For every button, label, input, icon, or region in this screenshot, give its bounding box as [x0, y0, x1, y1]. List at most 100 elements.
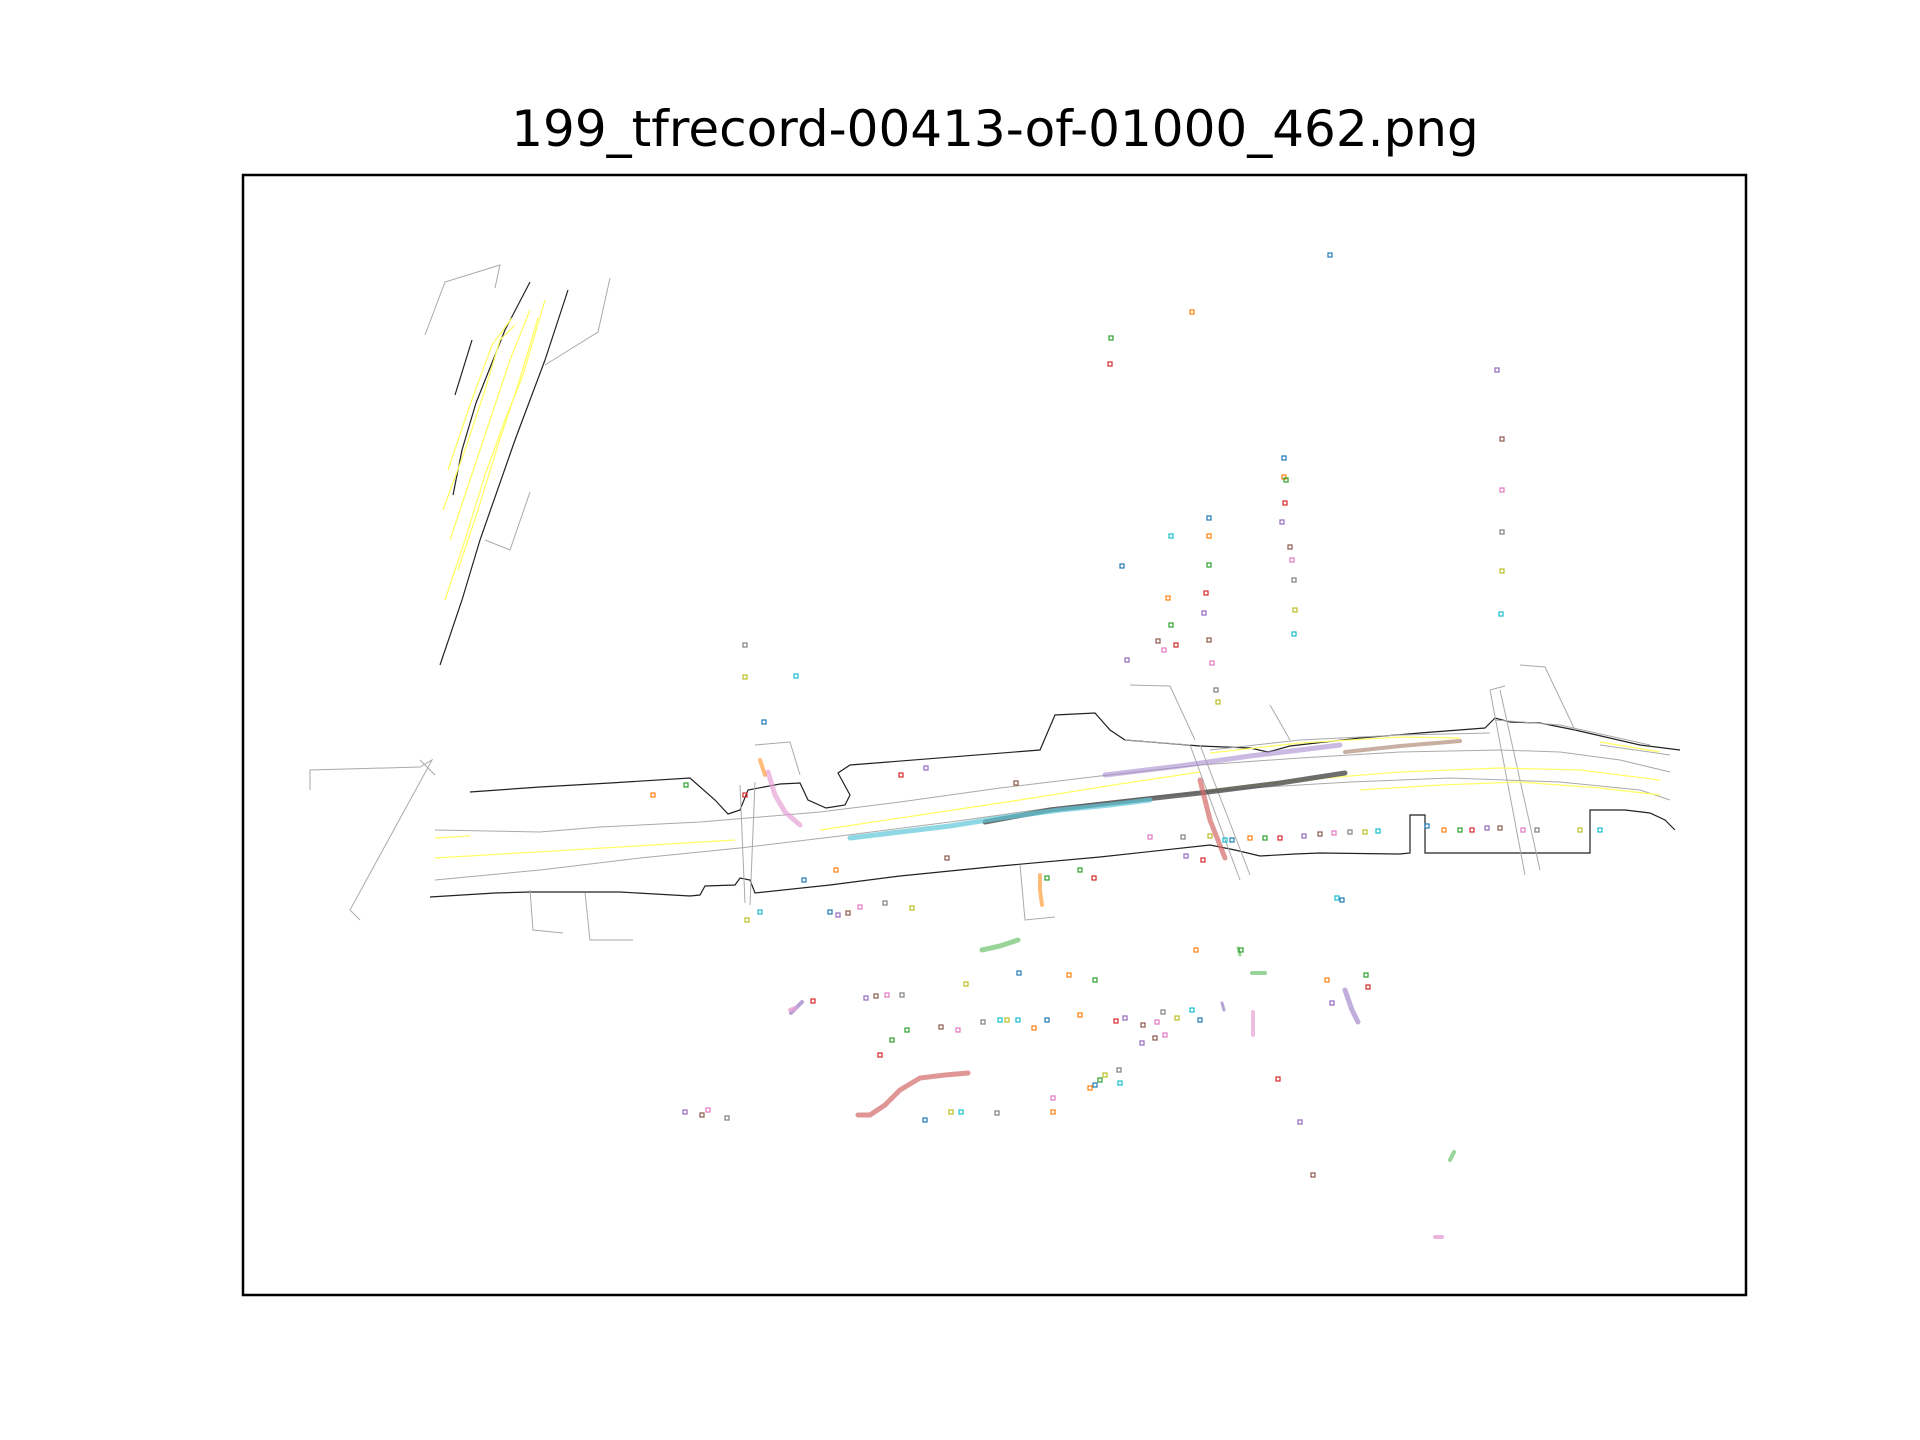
agent-point — [1520, 827, 1526, 833]
agent-point — [922, 1117, 928, 1123]
agent-point — [793, 673, 799, 679]
agent-point — [1197, 1017, 1203, 1023]
agent-point — [1229, 837, 1235, 843]
agent-point — [1004, 1017, 1010, 1023]
agent-point — [1161, 647, 1167, 653]
agent-point — [884, 992, 890, 998]
trajectories — [758, 739, 1462, 1239]
agent-point — [744, 917, 750, 923]
agent-point — [1102, 1072, 1108, 1078]
agent-point — [1499, 487, 1505, 493]
road-edges — [429, 281, 1681, 898]
agent-point — [742, 674, 748, 680]
agent-point — [705, 1107, 711, 1113]
agent-point — [1155, 638, 1161, 644]
trajectory-purple-diag — [1342, 987, 1361, 1025]
agent-point — [958, 1109, 964, 1115]
agent-point — [1494, 367, 1500, 373]
agent-point — [1107, 361, 1113, 367]
agent-point — [1339, 897, 1345, 903]
agent-point — [1331, 830, 1337, 836]
agent-point — [877, 1052, 883, 1058]
agent-point — [1066, 972, 1072, 978]
agent-point — [1193, 947, 1199, 953]
agent-point — [1365, 984, 1371, 990]
agent-point — [1206, 562, 1212, 568]
agent-point — [742, 792, 748, 798]
agent-point — [1108, 335, 1114, 341]
agent-point — [1215, 699, 1221, 705]
agent-point — [742, 642, 748, 648]
agent-point — [955, 1027, 961, 1033]
agent-point — [1329, 1000, 1335, 1006]
agent-point — [980, 1019, 986, 1025]
agent-point — [1117, 1080, 1123, 1086]
agent-point — [1124, 657, 1130, 663]
agent-point — [863, 995, 869, 1001]
agent-point — [1327, 252, 1333, 258]
agent-point — [1283, 477, 1289, 483]
agent-point — [1119, 563, 1125, 569]
agent-point — [1044, 1017, 1050, 1023]
agent-point — [1200, 857, 1206, 863]
trajectory-pink-small — [788, 1006, 797, 1012]
agent-point — [1363, 972, 1369, 978]
agent-point — [1165, 595, 1171, 601]
agent-point — [1291, 577, 1297, 583]
agent-point — [1201, 610, 1207, 616]
agent-point — [1152, 1035, 1158, 1041]
agent-point — [650, 792, 656, 798]
agent-point — [1484, 825, 1490, 831]
agent-point — [1162, 1032, 1168, 1038]
agent-point — [1097, 1077, 1103, 1083]
agent-point — [1317, 831, 1323, 837]
trajectory-brown — [1343, 739, 1462, 754]
agent-point — [1534, 827, 1540, 833]
trajectory-green — [979, 937, 1021, 953]
agent-point — [1207, 833, 1213, 839]
lane-lines-yellow — [434, 299, 1661, 859]
agent-point — [873, 993, 879, 999]
agent-point — [1469, 827, 1475, 833]
agent-point — [845, 910, 851, 916]
agent-point — [1499, 529, 1505, 535]
agent-point — [761, 719, 767, 725]
agent-point — [1498, 611, 1504, 617]
agent-point — [882, 900, 888, 906]
agent-point — [1297, 1119, 1303, 1125]
agent-point — [938, 1024, 944, 1030]
agent-point — [1213, 687, 1219, 693]
agent-point — [1016, 970, 1022, 976]
agent-point — [1206, 637, 1212, 643]
agent-point — [801, 877, 807, 883]
agent-point — [1013, 780, 1019, 786]
agent-point — [1277, 835, 1283, 841]
agent-point — [1087, 1085, 1093, 1091]
trajectory-red-vertical — [1197, 777, 1228, 861]
trajectory-orange — [1038, 873, 1044, 907]
agent-point — [1206, 515, 1212, 521]
agent-point — [1497, 825, 1503, 831]
agent-point — [1044, 875, 1050, 881]
agent-point — [1092, 977, 1098, 983]
agent-point — [1282, 500, 1288, 506]
agent-point — [1347, 829, 1353, 835]
agent-point — [1077, 1012, 1083, 1018]
agent-point — [994, 1110, 1000, 1116]
agent-point — [1206, 533, 1212, 539]
agent-point — [1362, 829, 1368, 835]
agent-point — [683, 782, 689, 788]
agent-point — [1031, 1025, 1037, 1031]
agent-point — [857, 904, 863, 910]
agent-point — [1173, 642, 1179, 648]
agent-point — [1577, 827, 1583, 833]
agent-point — [1203, 590, 1209, 596]
agent-point — [1275, 1076, 1281, 1082]
trajectory-green-tiny — [1448, 1150, 1456, 1162]
agent-point — [944, 855, 950, 861]
agent-point — [1183, 853, 1189, 859]
trajectory-purple — [1102, 742, 1343, 778]
agent-point — [1050, 1109, 1056, 1115]
agent-point — [1324, 977, 1330, 983]
